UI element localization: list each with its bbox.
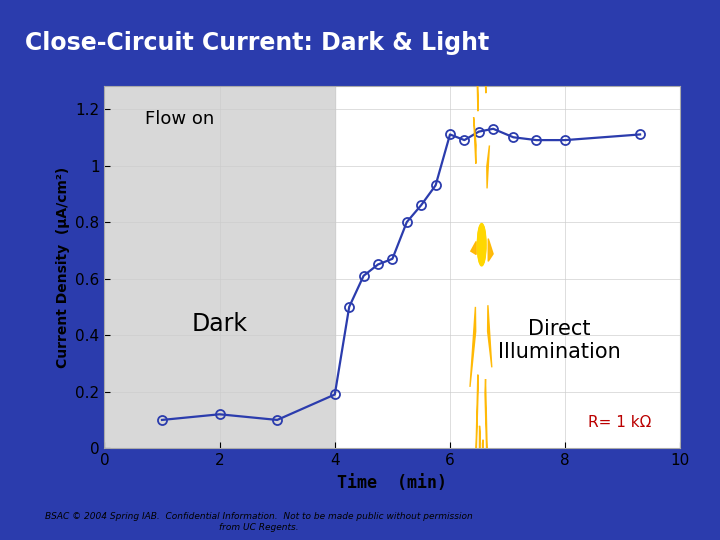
Y-axis label: Current Density  (μA/cm²): Current Density (μA/cm²) [55,167,70,368]
Text: BSAC © 2004 Spring IAB.  Confidential Information.  Not to be made public withou: BSAC © 2004 Spring IAB. Confidential Inf… [45,512,473,521]
Text: Dark: Dark [192,312,248,336]
Polygon shape [488,239,493,261]
Text: Direct
Illumination: Direct Illumination [498,319,621,362]
Text: BSACI: BSACI [652,514,712,532]
Polygon shape [480,0,481,55]
Polygon shape [474,375,478,517]
Bar [104,86,335,448]
X-axis label: Time  (min): Time (min) [338,474,447,491]
Polygon shape [482,440,483,540]
Text: from UC Regents.: from UC Regents. [220,523,299,532]
Polygon shape [485,379,490,540]
Polygon shape [470,307,476,387]
Polygon shape [471,241,476,254]
Polygon shape [487,305,492,367]
Text: Flow on: Flow on [145,110,214,129]
Polygon shape [487,145,490,188]
Circle shape [477,224,486,265]
Polygon shape [485,37,487,93]
Polygon shape [476,13,478,111]
Text: Close-Circuit Current: Dark & Light: Close-Circuit Current: Dark & Light [24,31,489,55]
Text: R= 1 kΩ: R= 1 kΩ [588,415,652,430]
Polygon shape [474,117,476,164]
Circle shape [477,224,486,266]
